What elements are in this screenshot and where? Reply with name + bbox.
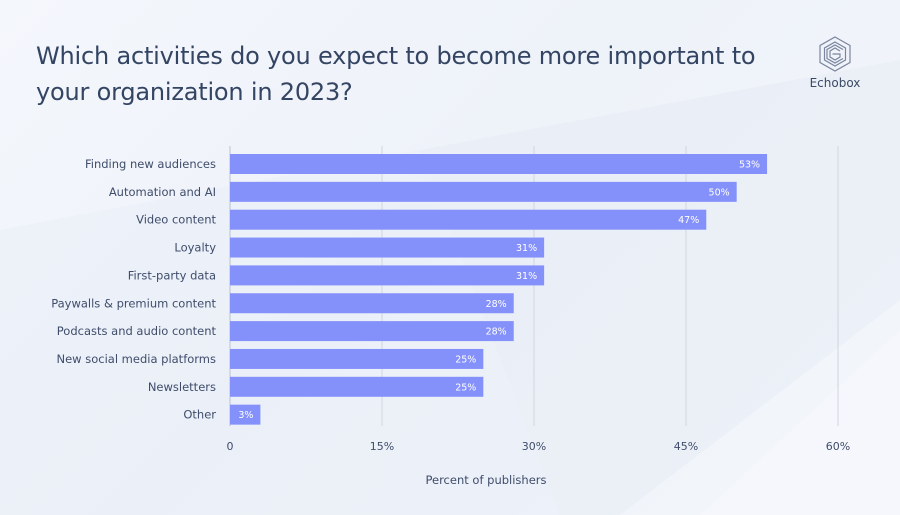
x-tick-label: 15% [370, 440, 394, 453]
bar-value-label: 25% [455, 354, 476, 365]
bar-value-label: 50% [709, 187, 730, 198]
category-label: Podcasts and audio content [57, 324, 217, 338]
brand-name: Echobox [809, 76, 861, 90]
x-tick-label: 60% [826, 440, 850, 453]
bar-value-label: 25% [455, 382, 476, 393]
x-axis-title: Percent of publishers [425, 473, 546, 487]
bar [230, 181, 737, 202]
category-label: First-party data [128, 268, 216, 282]
bar-value-label: 28% [486, 299, 507, 310]
category-label: Paywalls & premium content [51, 296, 216, 310]
bar [230, 376, 484, 397]
bar-value-label: 47% [678, 215, 699, 226]
bar [230, 293, 514, 314]
bar [230, 209, 707, 230]
brand-logo: Echobox [800, 34, 870, 90]
category-label: Newsletters [148, 380, 216, 394]
bar-value-label: 31% [516, 271, 537, 282]
bar [230, 404, 261, 425]
category-label: Other [183, 408, 216, 422]
bar-value-label: 31% [516, 243, 537, 254]
bar [230, 265, 545, 286]
chart-title: Which activities do you expect to become… [36, 42, 756, 106]
bar [230, 348, 484, 369]
bar [230, 237, 545, 258]
bar [230, 154, 768, 174]
category-label: Finding new audiences [85, 157, 216, 171]
bar-value-label: 53% [739, 160, 760, 171]
x-tick-label: 0 [227, 440, 234, 453]
bar [230, 321, 514, 342]
echobox-logo-icon [819, 36, 851, 72]
bar-value-label: 3% [238, 410, 253, 421]
x-tick-label: 30% [522, 440, 546, 453]
x-tick-label: 45% [674, 440, 698, 453]
category-label: Automation and AI [109, 185, 216, 199]
category-label: Loyalty [174, 241, 216, 255]
bar-value-label: 28% [486, 327, 507, 338]
category-label: New social media platforms [56, 352, 216, 366]
category-label: Video content [136, 213, 216, 227]
